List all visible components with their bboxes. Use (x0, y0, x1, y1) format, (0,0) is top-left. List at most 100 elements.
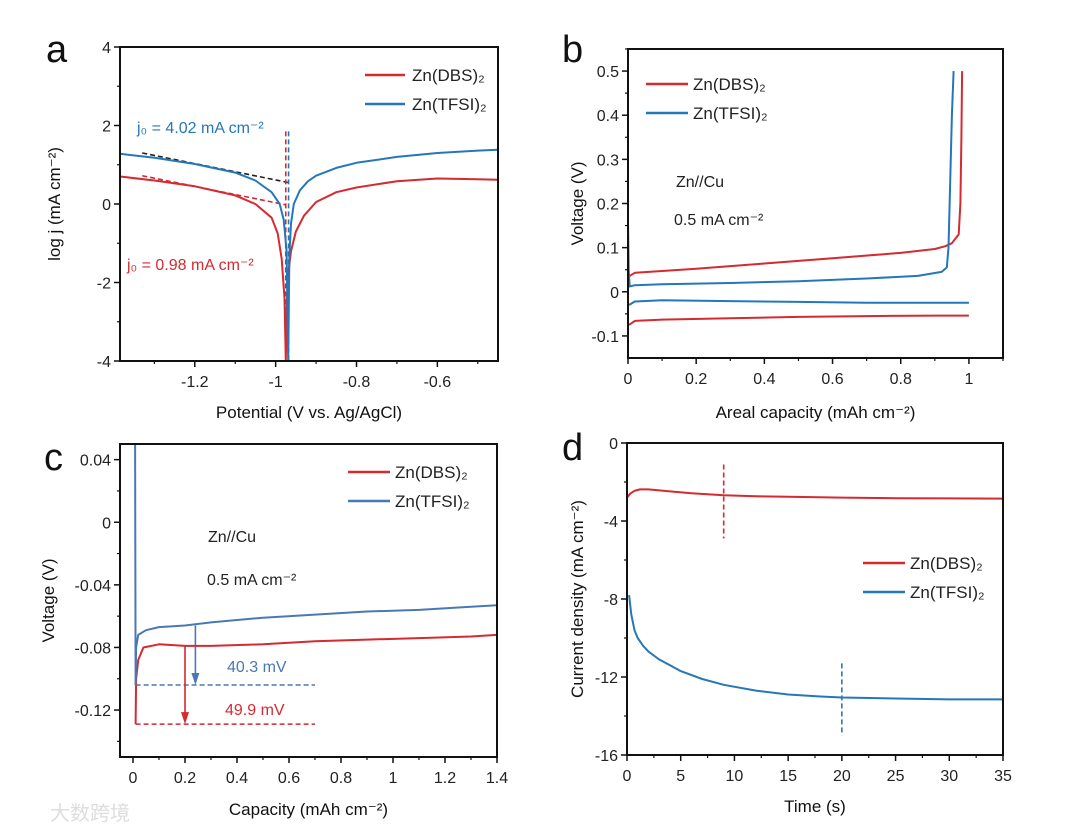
legend-label: Zn(TFSI)₂ (395, 492, 470, 511)
plot-frame (626, 442, 1004, 756)
plot-area (120, 131, 498, 361)
y-tick-label: -16 (595, 748, 618, 765)
annotation-text: j₀ = 0.98 mA cm⁻² (126, 257, 254, 274)
series-line (628, 71, 955, 288)
y-axis-label: log j (mA cm⁻²) (45, 147, 64, 261)
x-tick-label: -0.6 (424, 374, 452, 391)
y-tick-label: -4 (97, 354, 111, 371)
series-line (120, 148, 498, 361)
series-line (134, 633, 497, 725)
x-tick-label: 0.4 (753, 371, 775, 388)
y-tick-label: -2 (97, 276, 111, 293)
y-tick-label: -4 (604, 514, 618, 531)
y-axis-label: Voltage (V) (568, 161, 587, 245)
legend-label: Zn(DBS)₂ (693, 75, 766, 94)
chart-panel-a: -1.2 -1 -0.8 -0.6 -4 -2 0 2 4 Potential (V vs. Ag… (45, 40, 499, 422)
x-axis-label: Areal capacity (mAh cm⁻²) (716, 403, 916, 422)
watermark: 大数跨境 (50, 802, 130, 825)
y-tick-label: -0.12 (75, 703, 112, 720)
x-tick-label: 35 (994, 768, 1012, 785)
plot-area (628, 71, 969, 326)
arrow-head (191, 673, 200, 686)
x-tick-label: 1.2 (434, 770, 456, 787)
x-tick-label: 1.4 (486, 770, 508, 787)
y-tick-label: -0.04 (75, 578, 112, 595)
y-tick-label: 2 (102, 119, 111, 136)
x-tick-label: 0.8 (890, 371, 912, 388)
annotation-text: Zn//Cu (208, 529, 256, 546)
x-tick-label: -0.8 (343, 374, 371, 391)
annotation-text: Zn//Cu (676, 174, 724, 191)
annotation-text: 0.5 mA cm⁻² (207, 572, 297, 589)
legend-label: Zn(TFSI)₂ (693, 104, 768, 123)
y-axis-label: Current density (mA cm⁻²) (568, 500, 587, 698)
y-tick-label: 4 (102, 40, 111, 57)
legend-label: Zn(TFSI)₂ (412, 95, 487, 114)
x-tick-label: 5 (676, 768, 685, 785)
y-tick-label: 0 (102, 515, 111, 532)
y-tick-label: -8 (604, 592, 618, 609)
series-line (628, 71, 964, 278)
series-line (627, 488, 1003, 500)
legend-label: Zn(DBS)₂ (395, 463, 468, 482)
arrow-head (181, 712, 189, 725)
annotation-text: 49.9 mV (225, 702, 285, 719)
x-tick-label: 0.2 (174, 770, 196, 787)
chart-panel-d: 0 5 10 15 20 25 30 35 -16 -12 -8 -4 0 Time (s) Current… (568, 436, 1012, 816)
y-axis-label: Voltage (V) (39, 558, 58, 642)
x-tick-label: 0.6 (278, 770, 300, 787)
y-tick-label: 0.3 (597, 152, 619, 169)
series-line (628, 314, 969, 326)
x-tick-label: 0.2 (685, 371, 707, 388)
panel-label-d: d (562, 427, 583, 469)
series-line (134, 444, 497, 686)
x-tick-label: 25 (887, 768, 905, 785)
y-tick-label: -12 (595, 670, 618, 687)
x-axis-label: Potential (V vs. Ag/AgCl) (216, 403, 402, 422)
x-tick-label: 0 (623, 768, 632, 785)
y-tick-label: 0.4 (597, 108, 619, 125)
plot-area (134, 444, 497, 725)
panel-label-c: c (44, 437, 63, 479)
legend-label: Zn(DBS)₂ (910, 554, 983, 573)
x-tick-label: -1.2 (181, 374, 209, 391)
series-line (628, 299, 969, 306)
annotation-text: 40.3 mV (227, 659, 287, 676)
x-tick-label: 30 (940, 768, 958, 785)
y-tick-label: 0 (609, 436, 618, 453)
x-tick-label: 0 (129, 770, 138, 787)
series-line (628, 594, 1003, 701)
y-tick-label: 0.1 (597, 241, 619, 258)
plot-frame (119, 443, 498, 758)
x-tick-label: 0.4 (226, 770, 248, 787)
x-tick-label: 15 (779, 768, 797, 785)
y-tick-label: -0.08 (75, 640, 112, 657)
x-axis-label: Time (s) (784, 797, 846, 816)
y-tick-label: 0 (610, 285, 619, 302)
y-tick-label: 0.04 (80, 453, 111, 470)
annotation-text: 0.5 mA cm⁻² (674, 212, 764, 229)
x-tick-label: 0 (624, 371, 633, 388)
x-axis-label: Capacity (mAh cm⁻²) (229, 800, 388, 819)
annotation-text: j₀ = 4.02 mA cm⁻² (136, 120, 264, 137)
plot-frame (627, 48, 1004, 359)
plot-area (627, 464, 1003, 736)
x-tick-label: -1 (269, 374, 283, 391)
chart-panel-b: 0 0.2 0.4 0.6 0.8 1 -0.1 0 0.1 0.2 0.3 0.4 0.5 Areal … (568, 48, 1004, 422)
x-tick-label: 1 (389, 770, 398, 787)
x-tick-label: 10 (726, 768, 744, 785)
y-tick-label: 0.2 (597, 197, 619, 214)
x-tick-label: 0.6 (821, 371, 843, 388)
x-tick-label: 20 (833, 768, 851, 785)
panel-label-b: b (562, 29, 583, 71)
plot-frame (119, 46, 499, 362)
legend-label: Zn(DBS)₂ (412, 66, 485, 85)
x-tick-label: 1 (964, 371, 973, 388)
legend-label: Zn(TFSI)₂ (910, 583, 985, 602)
y-tick-label: -0.1 (591, 329, 619, 346)
y-tick-label: 0.5 (597, 64, 619, 81)
panel-label-a: a (46, 29, 68, 71)
x-tick-label: 0.8 (330, 770, 352, 787)
y-tick-label: 0 (102, 197, 111, 214)
